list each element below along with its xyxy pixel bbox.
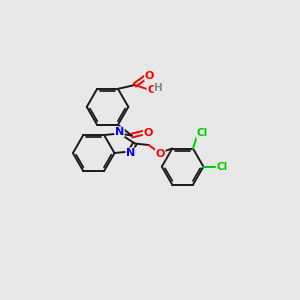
Text: O: O (156, 148, 165, 158)
Text: Cl: Cl (216, 162, 227, 172)
Text: O: O (145, 71, 154, 81)
Text: N: N (126, 148, 135, 158)
Text: Cl: Cl (196, 128, 208, 138)
Text: O: O (147, 85, 157, 94)
Text: H: H (154, 83, 163, 93)
Text: N: N (115, 127, 124, 137)
Text: O: O (143, 128, 153, 137)
